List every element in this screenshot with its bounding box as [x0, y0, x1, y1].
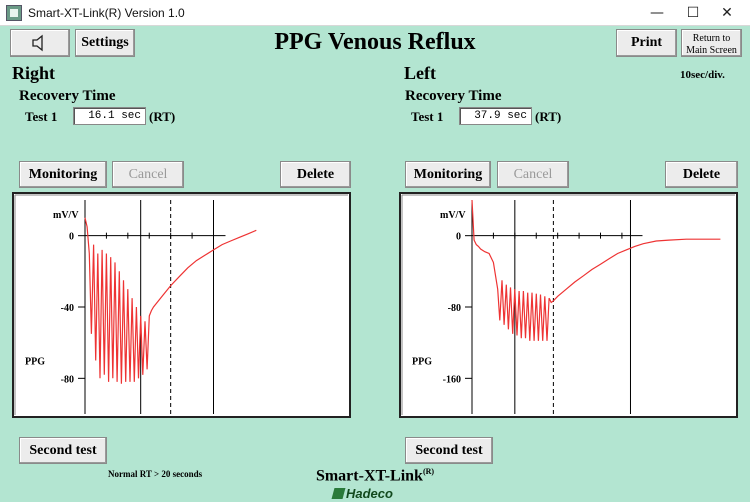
chart-ppg-trace — [471, 199, 721, 341]
return-to-main-button[interactable]: Return to Main Screen — [681, 29, 742, 57]
chart-y-tick-label: -40 — [61, 303, 74, 314]
left-rt-value: 37.9 sec — [459, 107, 532, 125]
left-side-label: Left — [404, 63, 436, 83]
chart-y-tick-label: -80 — [61, 374, 74, 385]
left-second-test-button[interactable]: Second test — [405, 437, 493, 464]
left-monitoring-button[interactable]: Monitoring — [405, 161, 491, 188]
settings-button[interactable]: Settings — [75, 29, 135, 57]
normal-rt-note: Normal RT > 20 seconds — [108, 469, 203, 479]
minimize-button[interactable]: — — [650, 5, 664, 21]
chart-y-tick-label: -80 — [448, 303, 461, 314]
time-scale-label: 10sec/div. — [680, 69, 725, 81]
chart-ppg-trace — [84, 217, 257, 384]
print-button[interactable]: Print — [616, 29, 677, 57]
title-bar: Smart-XT-Link(R) Version 1.0 — ☐ ✕ — [0, 0, 750, 26]
left-ppg-chart-svg: mV/V PPG 0 -80 -160 — [399, 192, 738, 418]
window-title: Smart-XT-Link(R) Version 1.0 — [28, 6, 185, 20]
chart-y-tick-label: -160 — [443, 374, 461, 385]
right-delete-button[interactable]: Delete — [280, 161, 351, 188]
left-test-label: Test 1 — [411, 109, 444, 124]
page-title: PPG Venous Reflux — [274, 29, 476, 55]
chart-y-tick-label: 0 — [69, 232, 74, 243]
right-recovery-label: Recovery Time — [19, 88, 116, 104]
right-ppg-chart: mV/V PPG 0 -40 -80 — [12, 192, 351, 418]
right-cancel-button[interactable]: Cancel — [112, 161, 184, 188]
chart-series-label: PPG — [412, 357, 432, 368]
chart-y-tick-label: 0 — [456, 232, 461, 243]
hadeco-logo-mark — [331, 488, 346, 499]
right-second-test-button[interactable]: Second test — [19, 437, 107, 464]
chart-series-label: PPG — [25, 357, 45, 368]
right-monitoring-button[interactable]: Monitoring — [19, 161, 107, 188]
return-line1: Return to — [692, 33, 731, 44]
app-icon — [6, 5, 22, 21]
maximize-button[interactable]: ☐ — [686, 5, 700, 21]
return-line2: Main Screen — [686, 45, 737, 56]
left-cancel-button[interactable]: Cancel — [497, 161, 569, 188]
left-ppg-chart: mV/V PPG 0 -80 -160 — [399, 192, 738, 418]
sound-button[interactable] — [10, 29, 70, 57]
close-button[interactable]: ✕ — [721, 5, 733, 21]
right-rt-unit: (RT) — [149, 109, 176, 124]
left-rt-unit: (RT) — [535, 109, 562, 124]
left-delete-button[interactable]: Delete — [665, 161, 738, 188]
right-rt-value: 16.1 sec — [73, 107, 146, 125]
footer-brand-name: Smart-XT-Link — [315, 467, 423, 485]
chart-y-axis-label: mV/V — [53, 210, 79, 221]
chart-frame — [12, 192, 351, 418]
hadeco-logo-text: Hadeco — [346, 486, 393, 501]
footer-brand: Smart-XT-Link(R) — [290, 467, 460, 485]
right-ppg-chart-svg: mV/V PPG 0 -40 -80 — [12, 192, 351, 418]
right-side-label: Right — [12, 63, 56, 83]
right-test-label: Test 1 — [25, 109, 58, 124]
speaker-icon — [32, 34, 43, 52]
footer-brand-mark: (R) — [422, 467, 435, 476]
chart-y-axis-label: mV/V — [440, 210, 466, 221]
chart-frame — [399, 192, 738, 418]
left-recovery-label: Recovery Time — [405, 88, 502, 104]
hadeco-logo: Hadeco — [331, 486, 393, 501]
